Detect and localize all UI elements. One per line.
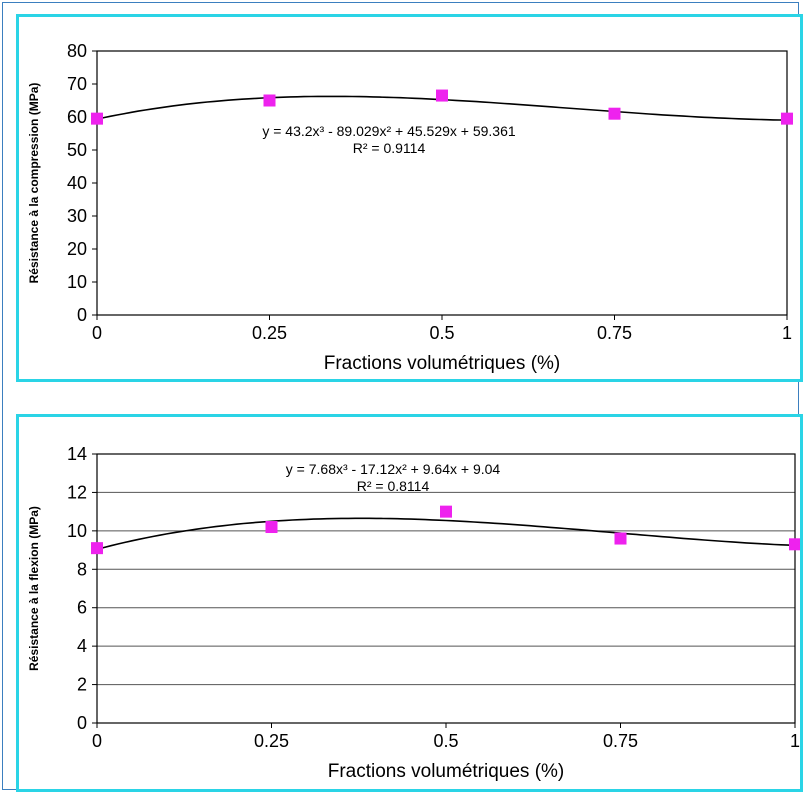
x-tick-label: 0.25 <box>254 731 289 751</box>
x-tick-label: 0.75 <box>597 323 632 343</box>
x-tick-label: 1 <box>782 323 792 343</box>
data-point <box>436 89 448 102</box>
x-axis-title: Fractions volumétriques (%) <box>328 761 565 782</box>
y-tick-label: 0 <box>77 713 87 733</box>
data-point <box>608 107 621 120</box>
flexion-chart: 0 2 4 6 8 10 12 14 0 0.25 0.5 0.75 1 y = 7.68x³ - 17.… <box>27 444 800 782</box>
y-tick-label: 4 <box>77 636 87 656</box>
data-point <box>614 532 627 545</box>
y-tick-label: 50 <box>67 140 87 160</box>
y-tick-label: 40 <box>67 173 87 193</box>
y-tick-label: 20 <box>67 239 87 259</box>
plot-area <box>96 453 796 724</box>
y-tick-label: 70 <box>67 74 87 94</box>
compression-chart-panel: 0 10 20 30 40 50 60 70 80 0 0.25 0.5 0.75 1 y = 43.2x³… <box>16 14 803 382</box>
y-tick-label: 14 <box>67 444 87 464</box>
flexion-chart-panel: 0 2 4 6 8 10 12 14 0 0.25 0.5 0.75 1 y = 7.68x³ - 17.… <box>16 414 803 792</box>
y-tick-label: 80 <box>67 41 87 61</box>
x-tick-label: 0.25 <box>252 323 287 343</box>
y-tick-label: 8 <box>77 559 87 579</box>
data-point <box>91 112 103 125</box>
y-tick-label: 2 <box>77 675 87 695</box>
y-axis-title: Résistance à la flexion (MPa) <box>27 506 41 671</box>
compression-chart: 0 10 20 30 40 50 60 70 80 0 0.25 0.5 0.75 1 y = 43.2x³… <box>27 41 793 374</box>
trendline <box>96 517 796 551</box>
x-axis-title: Fractions volumétriques (%) <box>324 353 561 374</box>
y-axis-title: Résistance à la compression (MPa) <box>27 83 41 284</box>
trendline-equation: y = 7.68x³ - 17.12x² + 9.64x + 9.04 <box>286 461 501 477</box>
x-tick-label: 0 <box>92 731 102 751</box>
x-tick-label: 0.75 <box>603 731 638 751</box>
x-tick-label: 0.5 <box>433 731 458 751</box>
y-tick-label: 10 <box>67 521 87 541</box>
y-tick-label: 6 <box>77 598 87 618</box>
data-point <box>440 505 452 518</box>
data-point <box>789 538 800 551</box>
r-squared-label: R² = 0.9114 <box>353 140 426 156</box>
data-point <box>263 94 276 107</box>
y-tick-label: 12 <box>67 482 87 502</box>
trendline-equation: y = 43.2x³ - 89.029x² + 45.529x + 59.361 <box>262 123 516 139</box>
y-tick-label: 60 <box>67 107 87 127</box>
y-tick-label: 0 <box>77 305 87 325</box>
data-point <box>265 521 278 534</box>
x-tick-label: 1 <box>790 731 800 751</box>
data-point <box>91 542 103 555</box>
x-tick-label: 0.5 <box>429 323 454 343</box>
y-tick-label: 10 <box>67 272 87 292</box>
r-squared-label: R² = 0.8114 <box>357 478 430 494</box>
data-point <box>781 112 793 125</box>
y-tick-label: 30 <box>67 206 87 226</box>
x-tick-label: 0 <box>92 323 102 343</box>
